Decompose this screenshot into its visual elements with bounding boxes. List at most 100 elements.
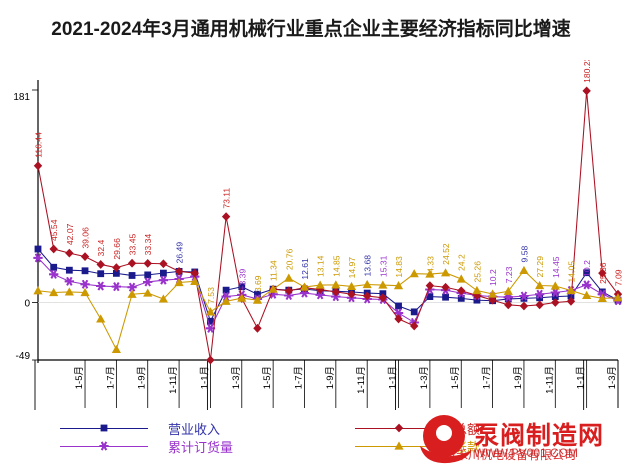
data-point-marker	[535, 300, 544, 310]
data-label: 7.53	[206, 287, 216, 304]
data-label: 12.61	[300, 258, 310, 280]
data-point-marker	[597, 293, 607, 302]
data-point-marker	[362, 291, 372, 301]
data-point-marker	[127, 289, 137, 298]
data-point-marker	[456, 274, 466, 283]
data-label: 116.44	[34, 132, 44, 158]
data-label: 14.05	[566, 261, 576, 283]
series-利润总额	[33, 86, 622, 365]
data-point-marker	[315, 280, 325, 289]
data-label: 9.58	[519, 245, 529, 262]
data-label: 10.2	[488, 269, 498, 286]
data-point-marker	[440, 268, 451, 277]
data-point-marker	[347, 289, 356, 299]
data-point-marker	[598, 288, 606, 296]
data-label: 14.97	[347, 257, 357, 279]
data-point-marker	[237, 293, 247, 302]
data-point-marker	[160, 269, 167, 277]
data-point-marker	[96, 260, 105, 269]
data-point-marker	[536, 294, 544, 302]
data-point-marker	[583, 269, 591, 277]
data-point-marker	[221, 292, 231, 302]
data-label: 32.4	[96, 239, 106, 256]
data-point-marker	[393, 281, 404, 290]
watermark-brand: 泵阀制造网	[474, 422, 605, 450]
data-point-marker	[551, 298, 560, 307]
data-label: +3.39	[237, 269, 247, 291]
data-point-marker	[284, 273, 294, 282]
data-point-marker	[394, 314, 403, 324]
data-point-marker	[112, 263, 121, 273]
data-point-marker	[80, 279, 90, 289]
data-point-marker	[394, 441, 404, 450]
x-tick-label: 1-5月	[262, 366, 273, 389]
legend-marker-diamond-icon	[394, 423, 404, 433]
y-tick-label: -49	[16, 351, 31, 362]
data-point-marker	[49, 269, 59, 279]
data-point-marker	[190, 276, 200, 285]
legend-label-营业收入[interactable]: 营业收入	[168, 422, 221, 437]
y-tick-label: 181	[13, 92, 30, 103]
page-title: 2021-2024年3月通用机械行业重点企业主要经济指标同比增速	[51, 19, 571, 40]
data-label: 29.66	[112, 238, 122, 260]
data-point-marker	[395, 302, 402, 310]
data-point-marker	[550, 281, 560, 290]
data-point-marker	[473, 296, 481, 304]
data-point-marker	[80, 252, 90, 262]
data-point-marker	[190, 268, 199, 278]
data-point-marker	[613, 293, 622, 302]
data-point-marker	[299, 282, 310, 291]
data-label: 7.09	[614, 269, 622, 286]
data-point-marker	[111, 282, 121, 292]
legend-label-利润总额[interactable]: 利润总额	[428, 422, 481, 437]
data-label: 14.83	[394, 256, 404, 278]
x-tick-label: 1-1月	[576, 366, 587, 389]
data-point-marker	[143, 288, 153, 297]
data-point-marker	[410, 308, 418, 316]
data-point-marker	[252, 295, 263, 304]
data-point-marker	[158, 275, 169, 285]
data-label: 33.34	[143, 234, 153, 256]
data-point-marker	[222, 286, 230, 294]
data-point-marker	[331, 280, 341, 289]
x-tick-label: 1-5月	[74, 366, 85, 389]
data-point-marker	[378, 293, 388, 303]
data-label: 33.45	[128, 233, 138, 255]
x-tick-label: 1-3月	[231, 366, 242, 389]
data-label: 25.36	[598, 262, 608, 284]
data-point-marker	[566, 285, 576, 295]
data-label: 14.33	[425, 256, 435, 278]
data-point-marker	[535, 289, 545, 299]
data-point-marker	[393, 308, 404, 318]
data-point-marker	[268, 284, 278, 293]
data-point-marker	[441, 282, 450, 292]
data-point-marker	[488, 295, 497, 305]
data-label: 24.52	[441, 243, 451, 265]
data-point-marker	[80, 287, 90, 297]
data-point-marker	[331, 287, 341, 297]
x-tick-label: 1-9月	[137, 366, 148, 389]
data-point-marker	[457, 294, 465, 302]
legend-label-应收账款[interactable]: 应收账款	[428, 440, 481, 455]
data-point-marker	[111, 344, 121, 354]
data-point-marker	[566, 296, 576, 306]
data-label: 15.31	[378, 255, 388, 277]
data-point-marker	[519, 265, 529, 275]
data-point-marker	[362, 279, 372, 289]
legend-label-累计订货量[interactable]: 累计订货量	[168, 440, 234, 455]
x-tick-label: 1-11月	[168, 366, 179, 394]
data-point-marker	[100, 424, 108, 432]
data-point-marker	[504, 300, 513, 310]
series-应收账款	[33, 265, 622, 354]
data-label: 42.07	[65, 223, 75, 245]
data-point-marker	[49, 287, 59, 297]
watermark-site: WWW.PV001.COM	[474, 446, 579, 460]
x-tick-label: 1-5月	[450, 366, 461, 389]
data-point-marker	[64, 276, 74, 286]
data-label: 11.34	[269, 260, 279, 281]
data-point-marker	[284, 286, 294, 296]
data-point-marker	[457, 286, 466, 296]
data-point-marker	[503, 286, 513, 295]
data-point-marker	[520, 294, 528, 302]
